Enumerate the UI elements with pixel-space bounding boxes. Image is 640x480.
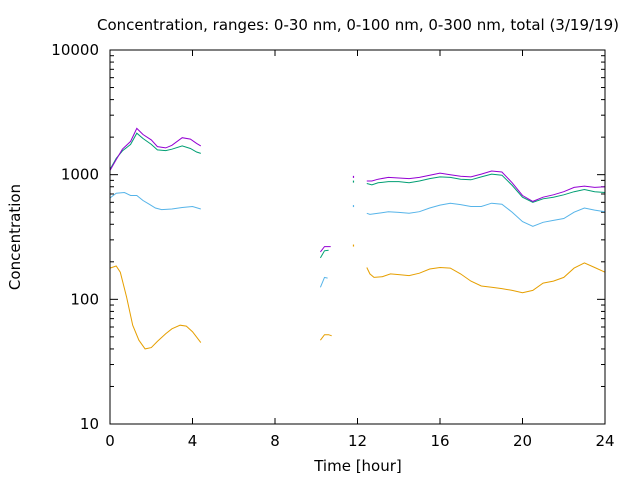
plot-frame xyxy=(109,49,606,425)
x-tick-label: 20 xyxy=(513,432,532,450)
x-tick-label: 0 xyxy=(105,432,115,450)
data-point xyxy=(352,205,355,208)
x-tick-label: 24 xyxy=(595,432,614,450)
y-axis-label: Concentration xyxy=(6,184,24,290)
series-layer xyxy=(109,127,606,350)
series-line-2 xyxy=(109,191,201,211)
series-line-1 xyxy=(319,334,332,341)
series-line-3 xyxy=(319,249,329,259)
x-axis-label: Time [hour] xyxy=(313,457,402,475)
x-tick-label: 8 xyxy=(270,432,280,450)
series-line-2 xyxy=(319,276,328,288)
y-tick-label: 10 xyxy=(80,415,99,433)
x-tick-label: 12 xyxy=(348,432,367,450)
series-line-4 xyxy=(366,170,606,202)
y-tick-label: 100 xyxy=(70,290,99,308)
series-line-2 xyxy=(366,202,606,227)
chart-title: Concentration, ranges: 0-30 nm, 0-100 nm… xyxy=(97,16,619,34)
series-line-4 xyxy=(109,127,202,171)
series-line-3 xyxy=(366,173,606,203)
series-line-4 xyxy=(320,246,331,253)
series-line-1 xyxy=(366,262,606,294)
x-tick-label: 4 xyxy=(188,432,198,450)
data-point xyxy=(352,175,355,178)
y-tick-label: 1000 xyxy=(61,166,99,184)
data-point xyxy=(352,244,355,247)
series-line-1 xyxy=(109,265,202,350)
series-line-3 xyxy=(109,132,201,170)
axes: 0 4 8 12 16 20 24 10 100 1000 10000 xyxy=(51,41,614,450)
data-point xyxy=(352,180,355,183)
x-tick-label: 16 xyxy=(430,432,449,450)
y-tick-label: 10000 xyxy=(51,41,99,59)
